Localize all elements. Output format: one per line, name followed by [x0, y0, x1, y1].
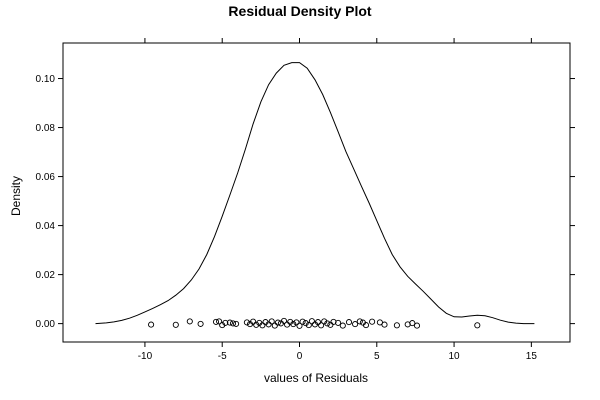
rug-point: [172, 321, 179, 328]
rug-point: [233, 320, 240, 327]
rug-point: [229, 320, 237, 327]
x-tick-label: 15: [526, 351, 538, 362]
rug-point: [393, 322, 400, 329]
rug-point: [305, 322, 312, 329]
y-tick-label: 0.06: [36, 172, 56, 183]
plot-frame: [62, 42, 571, 343]
density-curve: [95, 62, 535, 325]
y-axis-label: Density: [9, 176, 23, 216]
x-axis-label: values of Residuals: [264, 371, 368, 385]
rug-point: [271, 322, 278, 329]
x-tick-label: 10: [449, 351, 461, 362]
rug-point: [302, 320, 309, 327]
rug-point: [299, 318, 306, 325]
rug-point: [268, 318, 275, 325]
y-tick-label: 0.02: [36, 270, 56, 281]
y-tick-label: 0.08: [36, 123, 56, 134]
rug-point: [148, 321, 155, 328]
rug-point: [197, 320, 204, 327]
x-tick-label: 0: [297, 351, 303, 362]
rug-point: [216, 318, 223, 325]
rug-point: [362, 322, 370, 329]
x-axis: -10 -5 0 5 10 15: [138, 38, 538, 362]
rug-point: [250, 318, 257, 325]
rug-point: [327, 321, 334, 328]
rug-point: [474, 322, 481, 329]
rug-point: [345, 319, 353, 326]
rug-point: [335, 319, 342, 326]
rug-point: [318, 322, 325, 329]
y-tick-label: 0.00: [36, 319, 56, 330]
rug-point: [324, 320, 331, 327]
rug-point: [356, 318, 363, 325]
rug-point: [186, 318, 193, 325]
rug-point: [212, 318, 220, 325]
x-tick-label: -5: [218, 351, 227, 362]
rug-point: [253, 321, 260, 328]
rug-point: [381, 321, 388, 328]
x-tick-label: -10: [138, 351, 153, 362]
rug-point: [413, 322, 421, 329]
rug-point: [226, 319, 233, 326]
y-axis: 0.00 0.02 0.04 0.06 0.08 0.10: [36, 74, 575, 330]
rug-point: [274, 319, 281, 326]
rug-point: [222, 319, 229, 326]
rug-point: [243, 319, 250, 326]
rug-point: [369, 318, 376, 325]
rug-point: [339, 322, 346, 329]
y-tick-label: 0.04: [36, 221, 56, 232]
rug-point: [290, 321, 297, 328]
rug-points: [148, 317, 481, 329]
rug-point: [280, 317, 288, 324]
rug-point: [409, 320, 416, 327]
rug-point: [293, 319, 300, 326]
rug-point: [352, 321, 359, 328]
rug-point: [321, 318, 328, 325]
rug-point: [314, 319, 322, 326]
rug-point: [296, 322, 303, 329]
rug-point: [259, 322, 266, 329]
y-tick-label: 0.10: [36, 74, 56, 85]
x-tick-label: 5: [374, 351, 380, 362]
chart-title: Residual Density Plot: [228, 3, 371, 19]
rug-point: [308, 318, 315, 325]
